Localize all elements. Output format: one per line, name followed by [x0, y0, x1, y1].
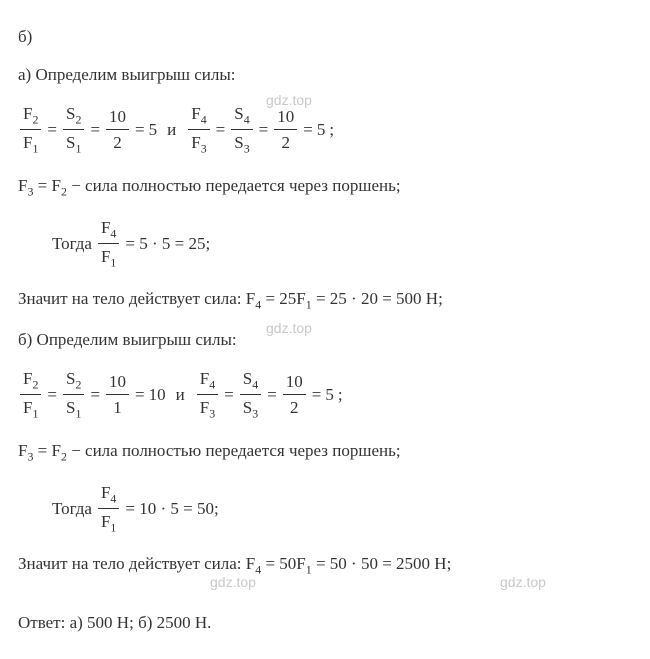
- value: 5: [317, 117, 326, 143]
- part-a-title: а) Определим выигрыш силы:: [18, 62, 632, 88]
- equals-sign: =: [47, 117, 57, 143]
- fraction: S2 S1: [63, 101, 84, 159]
- joiner-text: и: [167, 117, 176, 143]
- equals-sign: =: [312, 382, 322, 408]
- fraction: F2 F1: [20, 366, 41, 424]
- value: = 5 · 5 = 25;: [125, 231, 210, 257]
- part-a-result: Значит на тело действует сила: F4 = 25F1…: [18, 286, 632, 314]
- fraction: F4 F3: [197, 366, 218, 424]
- equals-sign: =: [47, 382, 57, 408]
- fraction: F4 F1: [98, 215, 119, 273]
- part-b-result: Значит на тело действует сила: F4 = 50F1…: [18, 551, 632, 579]
- value: = 10 · 5 = 50;: [125, 496, 218, 522]
- equals-sign: =: [90, 382, 100, 408]
- semicolon: ;: [338, 382, 343, 408]
- equals-sign: =: [303, 117, 313, 143]
- fraction: 10 1: [106, 369, 129, 421]
- final-answer: Ответ: а) 500 H; б) 2500 H.: [18, 610, 632, 636]
- part-a-equation-1: F2 F1 = S2 S1 = 10 2 = 5 и F4 F3 = S4 S3…: [18, 101, 632, 159]
- part-a-then: Тогда F4 F1 = 5 · 5 = 25;: [18, 215, 632, 273]
- value: 5: [149, 117, 158, 143]
- value: 10: [149, 382, 166, 408]
- fraction: 10 2: [274, 104, 297, 156]
- part-b-equation-2: F3 = F2 − сила полностью передается чере…: [18, 438, 632, 466]
- equals-sign: =: [135, 117, 145, 143]
- part-b-title: б) Определим выигрыш силы:: [18, 327, 632, 353]
- fraction: F2 F1: [20, 101, 41, 159]
- part-b-equation-1: F2 F1 = S2 S1 = 10 1 = 10 и F4 F3 = S4 S…: [18, 366, 632, 424]
- part-b-then: Тогда F4 F1 = 10 · 5 = 50;: [18, 480, 632, 538]
- equals-sign: =: [259, 117, 269, 143]
- joiner-text: и: [176, 382, 185, 408]
- equals-sign: =: [135, 382, 145, 408]
- fraction: S4 S3: [231, 101, 252, 159]
- equals-sign: =: [224, 382, 234, 408]
- fraction: 10 2: [106, 104, 129, 156]
- fraction: 10 2: [283, 369, 306, 421]
- equals-sign: =: [216, 117, 226, 143]
- part-a-equation-2: F3 = F2 − сила полностью передается чере…: [18, 173, 632, 201]
- fraction: F4 F3: [188, 101, 209, 159]
- fraction: F4 F1: [98, 480, 119, 538]
- fraction: S2 S1: [63, 366, 84, 424]
- value: 5: [325, 382, 334, 408]
- fraction: S4 S3: [240, 366, 261, 424]
- section-marker-b: б): [18, 24, 632, 50]
- equals-sign: =: [90, 117, 100, 143]
- equals-sign: =: [267, 382, 277, 408]
- semicolon: ;: [329, 117, 334, 143]
